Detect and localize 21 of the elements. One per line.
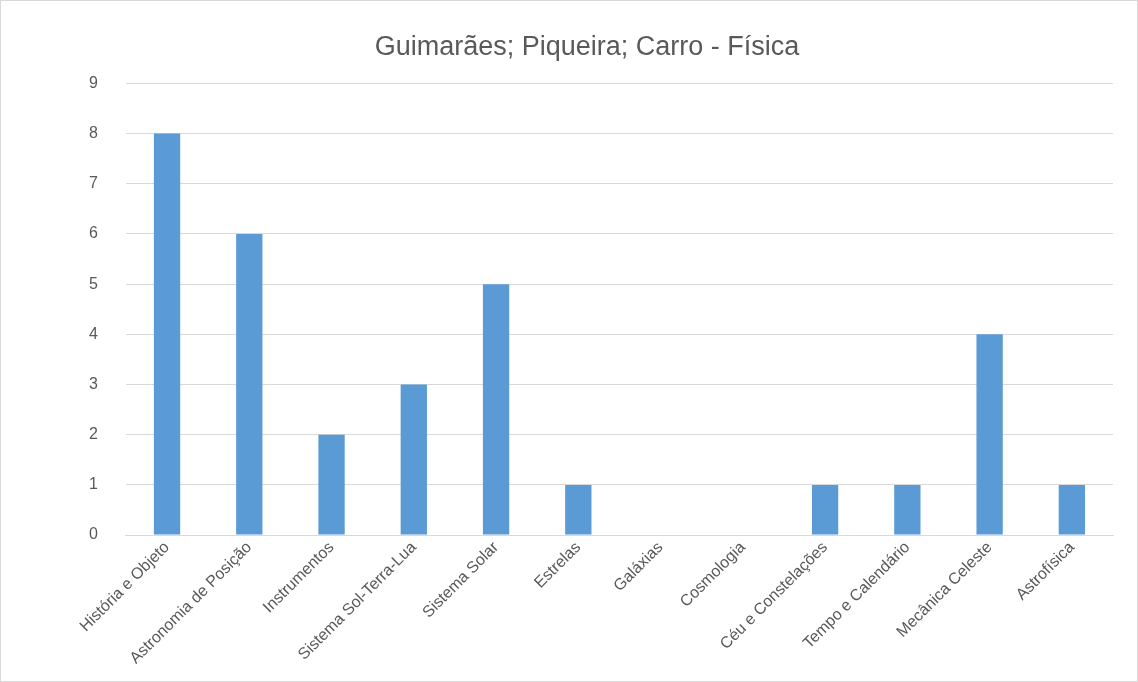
- bar: [153, 133, 181, 535]
- y-tick-label: 0: [88, 525, 98, 543]
- bar: [811, 484, 839, 535]
- bar: [894, 484, 921, 535]
- y-tick-label: 2: [88, 425, 98, 443]
- y-tick-label: 1: [88, 475, 98, 493]
- bar: [482, 284, 510, 535]
- y-tick-label: 9: [88, 73, 98, 91]
- y-tick-label: 4: [88, 324, 98, 342]
- bar: [318, 434, 345, 535]
- bar: [976, 334, 1003, 535]
- bar: [236, 233, 263, 535]
- y-tick-label: 5: [88, 274, 98, 292]
- chart-title: Guimarães; Piqueira; Carro - Física: [374, 30, 801, 61]
- y-tick-label: 8: [88, 123, 98, 141]
- y-tick-label: 6: [88, 224, 98, 242]
- bar: [565, 484, 592, 535]
- bar: [400, 384, 427, 535]
- y-tick-label: 7: [88, 174, 98, 192]
- y-tick-label: 3: [88, 374, 98, 392]
- bar: [1058, 484, 1086, 535]
